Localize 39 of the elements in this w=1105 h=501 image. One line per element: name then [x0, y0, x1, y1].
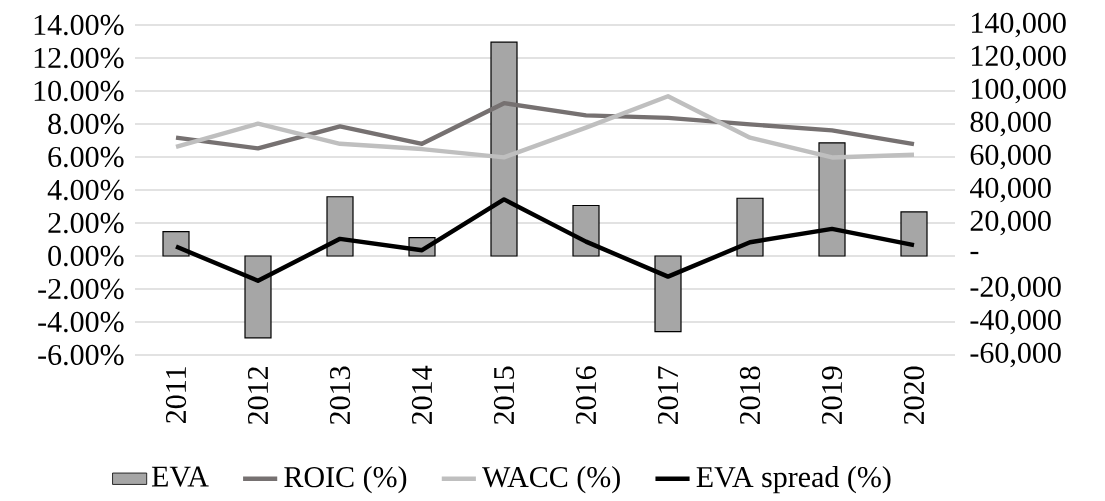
y2-tick-label: 120,000 [972, 45, 1066, 71]
x-tick-label: 2019 [821, 366, 843, 425]
y-tick-label: -4.00% [38, 311, 124, 333]
x-tick-label: 2012 [247, 367, 269, 425]
y2-tick-label: -40,000 [970, 309, 1061, 335]
y-tick-label: 6.00% [48, 146, 124, 168]
legend-label: EVA spread (%) [696, 466, 891, 494]
bar [572, 204, 600, 257]
y2-tick-label: -20,000 [970, 276, 1061, 302]
y2-tick-label: 100,000 [972, 78, 1066, 104]
y-tick-label: 4.00% [47, 179, 124, 201]
x-tick-label: 2016 [575, 366, 597, 425]
y2-tick-label: 80,000 [970, 111, 1051, 137]
y-tick-label: 8.00% [48, 113, 124, 135]
line-series [173, 101, 917, 151]
x-tick-label: 2018 [739, 366, 761, 425]
legend-label: WACC (%) [482, 466, 620, 494]
y-tick-label: 14.00% [34, 14, 124, 36]
y-tick-label: -2.00% [38, 278, 124, 300]
y2-tick-label: 140,000 [972, 12, 1066, 38]
x-tick-label: 2015 [493, 366, 515, 425]
x-tick-label: 2011 [165, 367, 187, 423]
y-tick-label: 12.00% [34, 47, 124, 69]
x-tick-label: 2013 [329, 366, 351, 425]
y-tick-label: 2.00% [48, 212, 124, 234]
y-tick-label: -6.00% [38, 344, 124, 366]
x-tick-label: 2014 [411, 365, 433, 425]
y2-tick-label: -60,000 [970, 342, 1061, 368]
y-tick-label: 10.00% [34, 80, 124, 102]
y2-tick-label: 40,000 [970, 177, 1051, 203]
legend-label: EVA [151, 466, 209, 487]
y2-tick-label: 20,000 [970, 210, 1051, 236]
line-series [173, 94, 917, 160]
y-tick-label: 0.00% [48, 245, 124, 267]
x-tick-label: 2017 [657, 366, 679, 425]
y2-tick-label: 60,000 [970, 144, 1051, 170]
x-tick-label: 2020 [903, 366, 925, 425]
y2-tick-label: - [970, 251, 979, 255]
legend-label: ROIC (%) [284, 466, 407, 494]
